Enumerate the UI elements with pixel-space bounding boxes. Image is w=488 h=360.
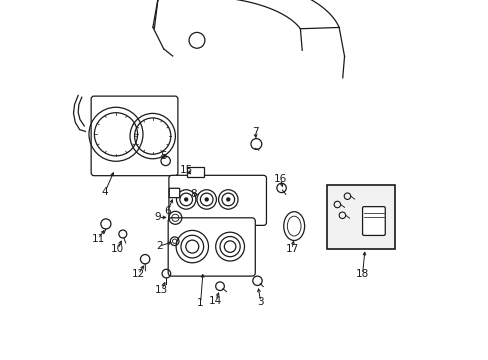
FancyBboxPatch shape bbox=[362, 207, 385, 235]
Text: 5: 5 bbox=[160, 150, 166, 161]
Bar bbox=[326, 185, 394, 249]
Text: 1: 1 bbox=[197, 298, 203, 308]
FancyBboxPatch shape bbox=[169, 188, 179, 198]
Text: 8: 8 bbox=[190, 189, 196, 199]
Text: 12: 12 bbox=[131, 269, 144, 279]
FancyBboxPatch shape bbox=[168, 175, 266, 225]
Ellipse shape bbox=[287, 216, 301, 236]
Text: 6: 6 bbox=[164, 206, 171, 216]
Text: 4: 4 bbox=[102, 186, 108, 197]
Text: 17: 17 bbox=[285, 244, 298, 254]
Text: 15: 15 bbox=[179, 165, 192, 175]
Text: 7: 7 bbox=[251, 127, 258, 138]
Circle shape bbox=[226, 198, 229, 201]
Text: 3: 3 bbox=[257, 297, 264, 307]
Text: 2: 2 bbox=[156, 241, 162, 251]
FancyBboxPatch shape bbox=[91, 96, 178, 176]
Bar bbox=[186, 167, 204, 177]
Text: 13: 13 bbox=[155, 285, 168, 295]
Circle shape bbox=[205, 198, 208, 201]
Ellipse shape bbox=[283, 212, 304, 240]
FancyBboxPatch shape bbox=[168, 218, 255, 276]
Text: 18: 18 bbox=[355, 269, 368, 279]
Text: 14: 14 bbox=[209, 296, 222, 306]
Circle shape bbox=[184, 198, 187, 201]
Text: 16: 16 bbox=[273, 174, 286, 184]
Text: 9: 9 bbox=[155, 212, 161, 222]
Text: 11: 11 bbox=[91, 234, 104, 244]
Text: 10: 10 bbox=[111, 244, 124, 254]
